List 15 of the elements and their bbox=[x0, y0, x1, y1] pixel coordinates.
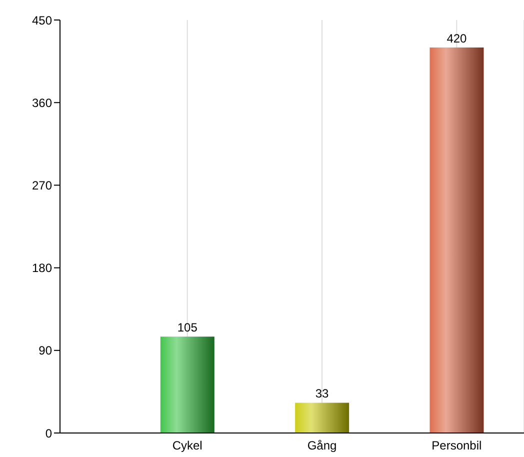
x-tick-label: Personbil bbox=[432, 438, 482, 453]
data-label: 105 bbox=[177, 320, 198, 335]
data-label: 33 bbox=[315, 386, 330, 401]
bar bbox=[160, 336, 214, 433]
y-tick-label: 270 bbox=[32, 178, 52, 192]
x-tick-label: Gång bbox=[307, 438, 337, 453]
y-tick-label: 450 bbox=[32, 13, 52, 28]
y-tick-label: 0 bbox=[45, 426, 52, 440]
x-tick-label: Cykel bbox=[172, 438, 202, 453]
bar bbox=[430, 48, 484, 433]
bar bbox=[295, 402, 350, 433]
data-label: 420 bbox=[446, 32, 468, 46]
y-tick-label: 90 bbox=[38, 344, 52, 358]
y-tick-label: 180 bbox=[32, 261, 52, 276]
y-tick-label: 360 bbox=[32, 96, 52, 110]
